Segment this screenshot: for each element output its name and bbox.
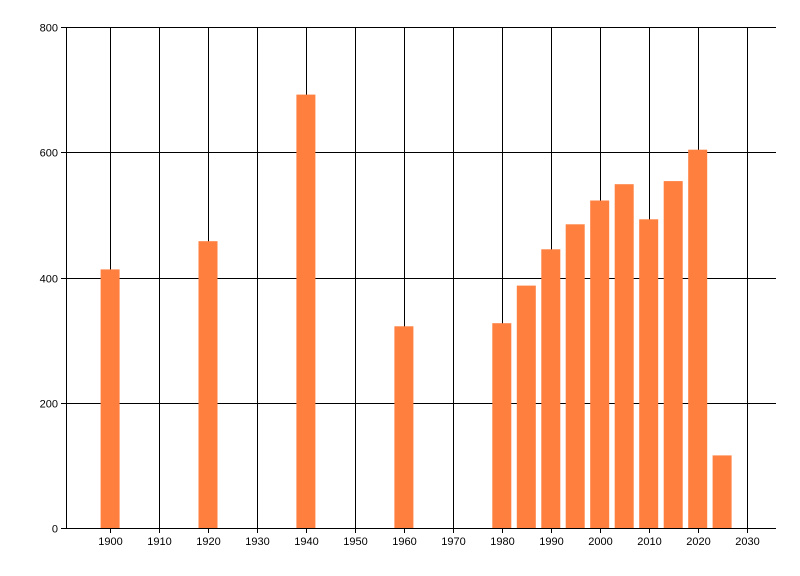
x-tick-label: 1920 [196,536,220,548]
bar [492,323,512,528]
bar [100,269,120,528]
y-tick-label: 200 [40,399,58,411]
x-tick-label: 1950 [343,536,367,548]
x-tick-label: 1990 [539,536,563,548]
bar [565,224,585,529]
bar [639,219,659,529]
x-tick-label: 2000 [588,536,612,548]
y-tick-label: 600 [40,148,58,160]
x-tick-label: 1980 [490,536,514,548]
y-tick-label: 400 [40,274,58,286]
bars [100,94,732,529]
x-axis-ticks: 1900 1910 1920 1930 1940 1950 1960 1970 1980 1990… [98,528,760,548]
y-axis-ticks: 0 200 400 600 800 [40,23,66,536]
x-tick-label: 2010 [637,536,661,548]
bar [541,249,561,529]
x-tick-label: 1930 [245,536,269,548]
bar [663,181,683,528]
bar [688,149,708,528]
bar [712,455,732,528]
bar [394,326,414,528]
y-tick-label: 0 [52,524,58,536]
y-tick-label: 800 [40,23,58,35]
x-tick-label: 1970 [441,536,465,548]
x-tick-label: 1940 [294,536,318,548]
bar [296,94,316,528]
bar [614,184,634,528]
x-tick-label: 1900 [98,536,122,548]
axes [66,27,776,529]
x-tick-label: 1910 [147,536,171,548]
bar [590,200,610,528]
bar [198,241,218,528]
bar [516,285,536,528]
x-tick-label: 2030 [735,536,759,548]
x-tick-label: 2020 [686,536,710,548]
x-tick-label: 1960 [392,536,416,548]
